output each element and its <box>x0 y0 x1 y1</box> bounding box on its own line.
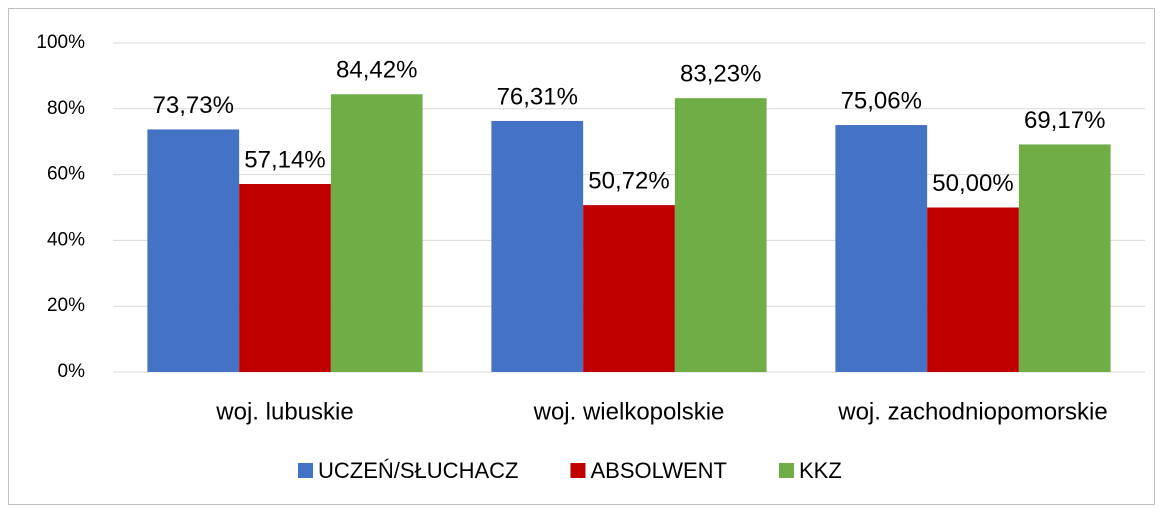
data-label: 83,23% <box>680 61 761 88</box>
bar <box>1018 144 1111 372</box>
bar <box>239 184 331 372</box>
legend-swatch <box>570 463 586 478</box>
y-tick-label: 0% <box>58 361 86 382</box>
bar <box>330 94 423 372</box>
data-label: 50,00% <box>932 170 1013 197</box>
data-label: 76,31% <box>497 83 578 110</box>
legend-swatch <box>778 463 794 478</box>
bar <box>835 125 928 372</box>
data-label: 73,73% <box>153 92 234 119</box>
bar <box>147 129 240 372</box>
bar <box>583 205 675 372</box>
data-label: 50,72% <box>588 167 669 194</box>
legend-label: ABSOLWENT <box>590 458 727 483</box>
data-label: 57,14% <box>244 146 325 173</box>
data-label: 75,06% <box>841 87 922 114</box>
x-tick-label: woj. lubuskie <box>215 398 353 425</box>
y-tick-label: 80% <box>47 98 85 119</box>
y-tick-label: 40% <box>47 229 85 250</box>
x-tick-label: woj. zachodniopomorskie <box>837 398 1107 425</box>
legend-swatch <box>298 463 313 478</box>
y-tick-label: 60% <box>47 164 85 185</box>
legend-label: UCZEŃ/SŁUCHACZ <box>318 458 518 483</box>
y-tick-label: 20% <box>47 295 85 316</box>
data-label: 84,42% <box>336 57 417 84</box>
legend-label: KKZ <box>799 458 842 483</box>
y-tick-label: 100% <box>36 32 85 53</box>
bar <box>491 120 584 373</box>
data-label: 69,17% <box>1024 107 1105 134</box>
bar <box>674 98 767 372</box>
bar <box>927 207 1019 372</box>
x-tick-label: woj. wielkopolskie <box>533 398 725 425</box>
